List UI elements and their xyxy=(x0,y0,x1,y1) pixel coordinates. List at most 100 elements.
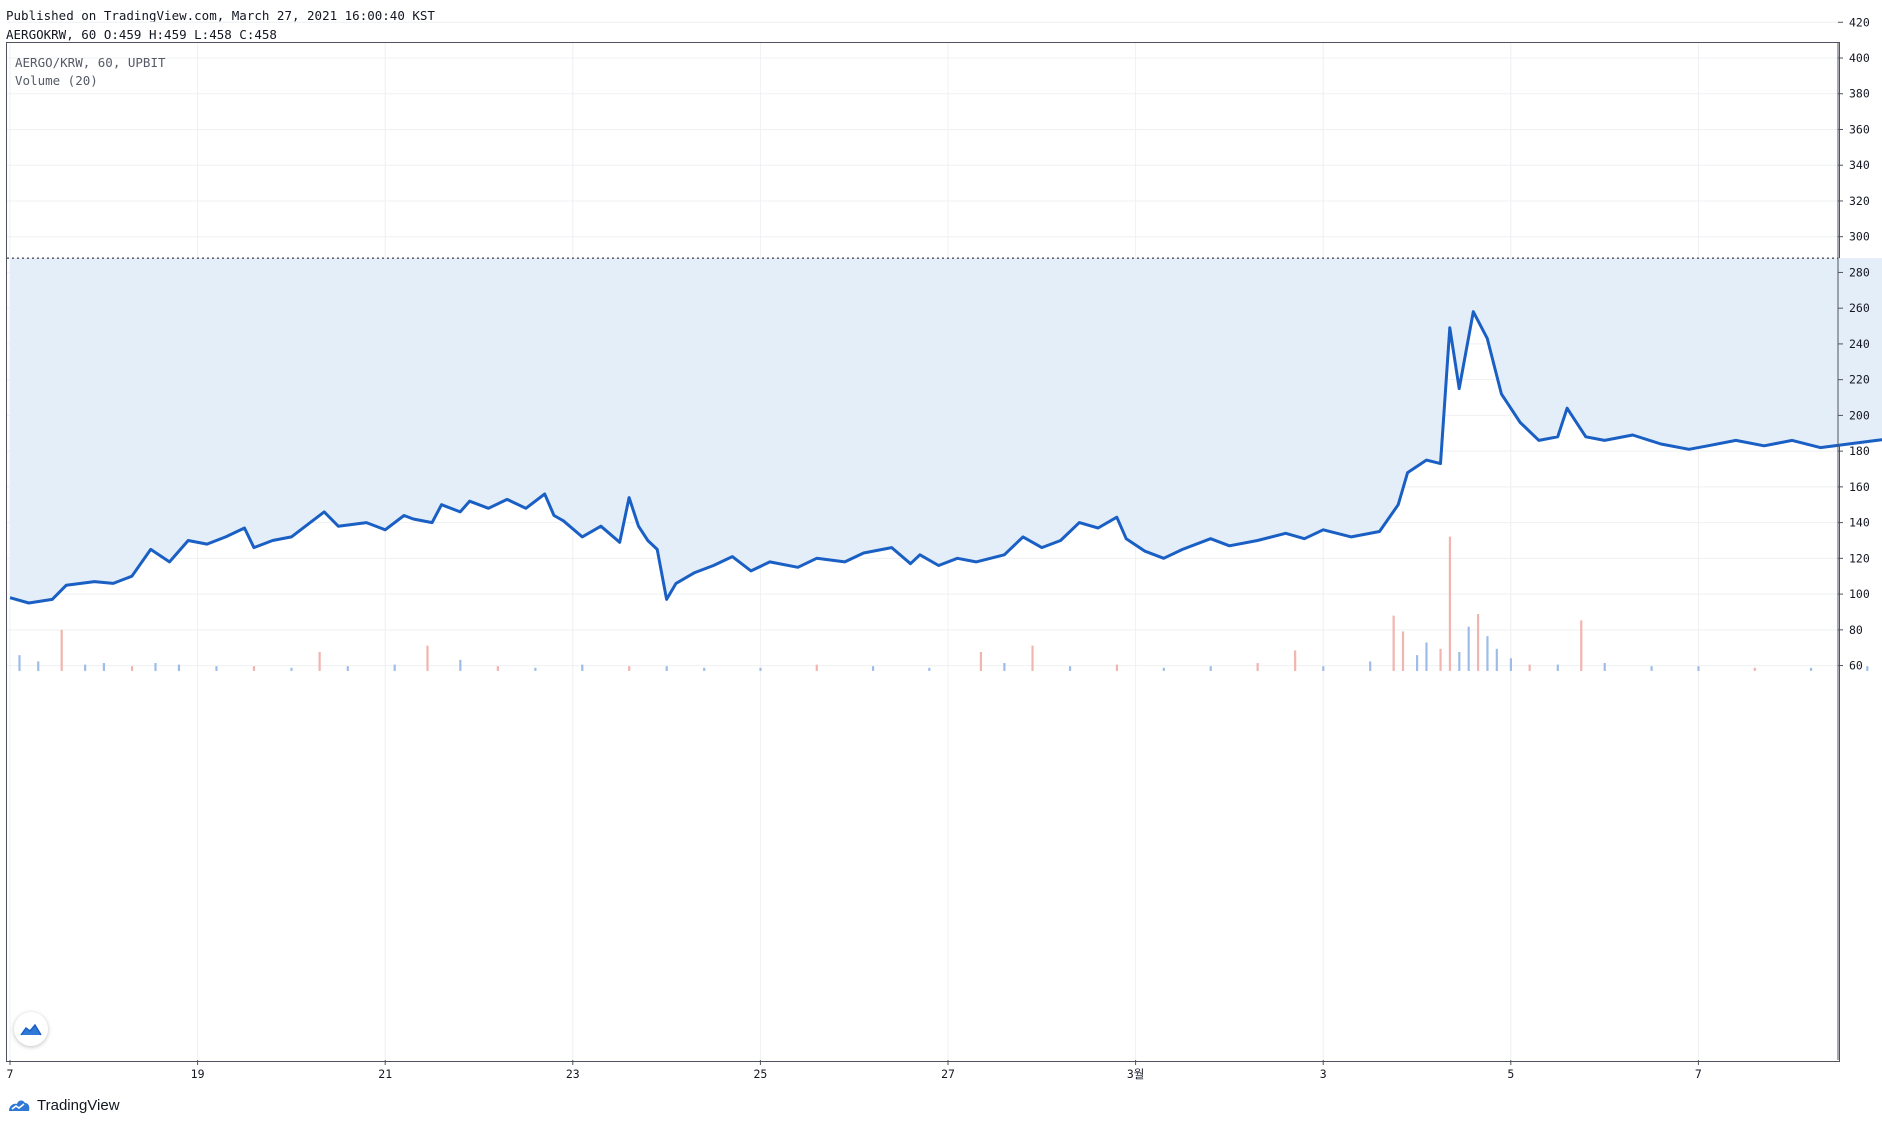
volume-bar xyxy=(1866,666,1869,671)
volume-bars xyxy=(18,536,1869,671)
y-tick-label: 160 xyxy=(1849,480,1870,494)
y-tick-label: 60 xyxy=(1849,659,1863,673)
volume-bar xyxy=(459,659,462,671)
y-tick-label: 280 xyxy=(1849,265,1870,279)
symbol-ohlc-line: AERGOKRW, 60 O:459 H:459 L:458 C:458 xyxy=(6,27,277,42)
volume-bar xyxy=(1556,664,1559,671)
volume-bar xyxy=(318,651,321,671)
chart-legend: AERGO/KRW, 60, UPBIT Volume (20) xyxy=(15,54,166,90)
volume-bar xyxy=(534,667,537,671)
volume-bar xyxy=(290,667,293,671)
volume-bar xyxy=(1162,667,1165,671)
y-tick-label: 380 xyxy=(1849,87,1870,101)
price-lines xyxy=(9,310,1882,605)
price-line-below-baseline xyxy=(9,310,1882,605)
x-tick-label: 3 xyxy=(1320,1067,1327,1081)
volume-bar xyxy=(979,651,983,671)
volume-bar xyxy=(1697,666,1700,671)
volume-bar xyxy=(1322,666,1325,671)
legend-volume: Volume (20) xyxy=(15,73,98,88)
volume-bar xyxy=(665,666,668,671)
y-tick-label: 120 xyxy=(1849,551,1870,565)
volume-bar xyxy=(1068,666,1072,671)
chart-header: Published on TradingView.com, March 27, … xyxy=(6,6,435,44)
below-baseline-fill xyxy=(10,258,1882,603)
volume-bar xyxy=(18,655,21,671)
volume-bar xyxy=(393,664,396,671)
x-tick-label: 19 xyxy=(191,1067,205,1081)
volume-bar xyxy=(1603,663,1606,671)
y-tick-label: 340 xyxy=(1849,158,1870,172)
y-tick-label: 420 xyxy=(1849,15,1870,29)
volume-bar xyxy=(1003,663,1006,671)
x-tick-label: 21 xyxy=(378,1067,392,1081)
volume-bar xyxy=(1528,664,1531,671)
baseline xyxy=(7,257,1838,259)
volume-bar xyxy=(60,629,63,671)
volume-bar xyxy=(1439,648,1442,671)
footer-brand-label: TradingView xyxy=(37,1096,120,1114)
volume-bar xyxy=(84,664,87,671)
tradingview-badge-icon[interactable] xyxy=(14,1012,48,1046)
x-tick-label: 5 xyxy=(1507,1067,1514,1081)
volume-bar xyxy=(871,666,875,671)
volume-bar xyxy=(102,663,105,671)
volume-bar xyxy=(1809,667,1813,671)
y-tick-label: 140 xyxy=(1849,516,1870,530)
volume-bar xyxy=(1401,631,1405,671)
volume-bar xyxy=(1486,636,1489,671)
volume-bar xyxy=(1416,655,1419,671)
y-tick-label: 220 xyxy=(1849,373,1870,387)
volume-bar xyxy=(703,667,706,671)
volume-bar xyxy=(130,666,134,671)
x-tick-label: 25 xyxy=(753,1067,767,1081)
y-tick-label: 240 xyxy=(1849,337,1870,351)
volume-bar xyxy=(496,666,499,671)
volume-bar xyxy=(815,664,818,671)
y-tick-label: 180 xyxy=(1849,444,1870,458)
volume-bar xyxy=(1448,536,1452,671)
volume-bar xyxy=(1392,615,1395,671)
volume-bar xyxy=(1294,650,1297,671)
volume-bar xyxy=(759,667,762,671)
volume-bar xyxy=(1650,666,1653,671)
chart-frame[interactable] xyxy=(6,42,1840,1062)
legend-symbol: AERGO/KRW, 60, UPBIT xyxy=(15,55,166,70)
volume-bar xyxy=(426,645,429,671)
published-line: Published on TradingView.com, March 27, … xyxy=(6,8,435,23)
volume-bar xyxy=(1476,614,1480,671)
volume-bar xyxy=(928,667,931,671)
volume-bar xyxy=(1467,626,1470,671)
y-tick-label: 200 xyxy=(1849,408,1870,422)
volume-bar xyxy=(1209,666,1212,671)
volume-bar xyxy=(346,666,349,671)
x-tick-label: 7 xyxy=(7,1067,14,1081)
volume-bar xyxy=(252,666,256,671)
volume-bar xyxy=(154,663,157,671)
volume-bar xyxy=(1369,661,1372,671)
y-tick-label: 320 xyxy=(1849,194,1870,208)
volume-bar xyxy=(1256,663,1259,671)
volume-bar xyxy=(1115,664,1119,671)
x-tick-label: 23 xyxy=(566,1067,580,1081)
x-tick-label: 27 xyxy=(941,1067,955,1081)
tradingview-logo-icon xyxy=(9,1100,30,1111)
volume-bar xyxy=(628,666,631,671)
volume-bar xyxy=(1495,648,1498,671)
axes: 60 80 100 120 140 160 180 200 220 240 260 280 300 320… xyxy=(7,15,1870,1081)
x-tick-label: 7 xyxy=(1695,1067,1702,1081)
x-tick-label: 3월 xyxy=(1127,1067,1145,1081)
volume-bar xyxy=(581,664,584,671)
volume-bar xyxy=(177,664,181,671)
y-tick-label: 80 xyxy=(1849,623,1863,637)
area-fill xyxy=(10,258,1882,603)
volume-bar xyxy=(1031,645,1034,671)
volume-bar xyxy=(1458,651,1461,671)
volume-bar xyxy=(1580,620,1583,671)
volume-bar xyxy=(1509,658,1512,671)
footer-brand[interactable]: TradingView xyxy=(7,1093,120,1117)
cloud-chart-icon xyxy=(20,1023,42,1036)
y-tick-label: 360 xyxy=(1849,122,1870,136)
volume-bar xyxy=(215,666,218,671)
